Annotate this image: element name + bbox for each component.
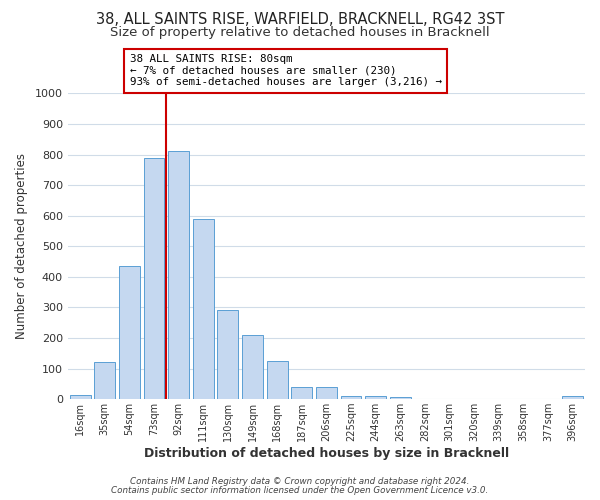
Bar: [119, 266, 140, 399]
Text: Contains public sector information licensed under the Open Government Licence v3: Contains public sector information licen…: [112, 486, 488, 495]
Bar: [70, 394, 91, 399]
Bar: [217, 310, 238, 399]
Text: 38 ALL SAINTS RISE: 80sqm
← 7% of detached houses are smaller (230)
93% of semi-: 38 ALL SAINTS RISE: 80sqm ← 7% of detach…: [130, 54, 442, 88]
Y-axis label: Number of detached properties: Number of detached properties: [15, 154, 28, 340]
Text: Contains HM Land Registry data © Crown copyright and database right 2024.: Contains HM Land Registry data © Crown c…: [130, 477, 470, 486]
Text: Size of property relative to detached houses in Bracknell: Size of property relative to detached ho…: [110, 26, 490, 39]
Bar: [562, 396, 583, 399]
Bar: [94, 362, 115, 399]
Bar: [168, 152, 189, 399]
Bar: [341, 396, 361, 399]
Bar: [242, 335, 263, 399]
Bar: [143, 158, 164, 399]
Bar: [193, 219, 214, 399]
Bar: [316, 387, 337, 399]
Bar: [266, 361, 287, 399]
Bar: [365, 396, 386, 399]
X-axis label: Distribution of detached houses by size in Bracknell: Distribution of detached houses by size …: [144, 447, 509, 460]
Text: 38, ALL SAINTS RISE, WARFIELD, BRACKNELL, RG42 3ST: 38, ALL SAINTS RISE, WARFIELD, BRACKNELL…: [96, 12, 504, 28]
Bar: [390, 396, 411, 399]
Bar: [292, 387, 312, 399]
